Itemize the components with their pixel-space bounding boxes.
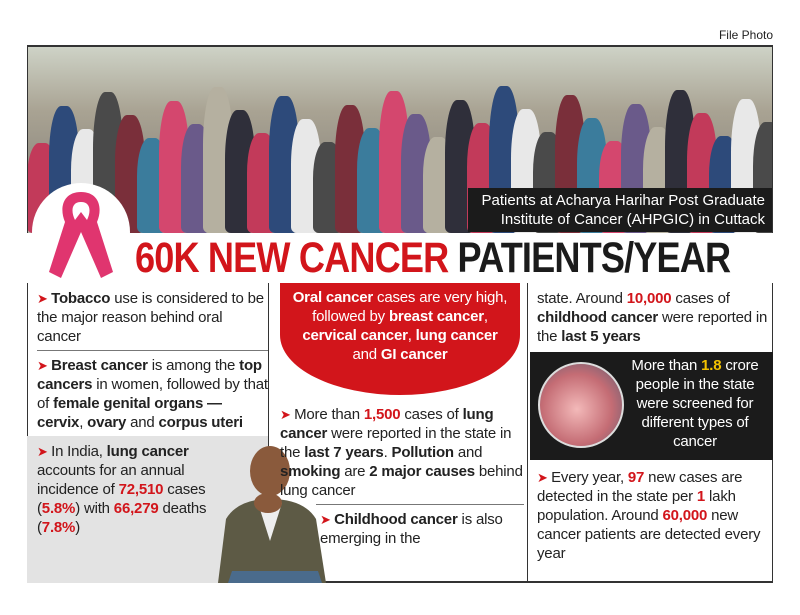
text-segment: Every year, xyxy=(551,469,628,486)
item-divider xyxy=(37,350,268,351)
column-divider xyxy=(527,283,528,583)
arrow-bullet-icon: ➤ xyxy=(37,291,52,306)
text-segment: new cases are detected in the state per xyxy=(537,469,743,505)
arrow-bullet-icon: ➤ xyxy=(280,407,295,422)
text-segment: 97 xyxy=(627,469,645,486)
text-segment: ) with xyxy=(75,500,114,517)
text-segment: , xyxy=(483,308,488,325)
text-segment: Childhood cancer xyxy=(334,511,458,528)
text-segment: in women, followed by that of xyxy=(37,376,268,412)
column-3: state. Around 10,000 cases of childhood … xyxy=(530,289,773,563)
column-divider xyxy=(268,283,269,583)
text-segment: accounts for an annual incidence of xyxy=(37,462,185,498)
text-segment: 1 xyxy=(696,488,706,505)
pink-ribbon-icon xyxy=(49,192,113,278)
photo-credit: File Photo xyxy=(718,28,773,42)
text-segment: state. Around xyxy=(537,290,627,307)
oral-cancer-callout: Oral cancer cases are very high, followe… xyxy=(280,283,520,395)
text-segment: 10,000 xyxy=(626,290,672,307)
column-2: Oral cancer cases are very high, followe… xyxy=(280,283,524,548)
text-segment: behind lung cancer xyxy=(280,463,523,499)
text-segment: crore people in the state were screened … xyxy=(635,357,759,450)
text-segment: breast cancer xyxy=(388,308,484,325)
text-segment: More than xyxy=(631,357,702,374)
text-segment: top cancers xyxy=(37,357,262,393)
headline-red: 60K NEW CANCER xyxy=(135,234,449,282)
lung-image xyxy=(538,362,624,448)
title-band xyxy=(27,233,773,283)
col2-item-0: ➤ More than 1,500 cases of lung cancer w… xyxy=(280,405,524,500)
text-segment: lung cancer xyxy=(280,406,494,442)
text-segment: deaths ( xyxy=(37,500,207,536)
arrow-bullet-icon: ➤ xyxy=(37,444,52,459)
col1-item-2: ➤ In India, lung cancer accounts for an … xyxy=(37,442,215,537)
text-segment: 7.8% xyxy=(41,519,76,536)
text-segment: In India, xyxy=(51,443,107,460)
text-segment: 66,279 xyxy=(113,500,159,517)
coughing-man-image xyxy=(218,446,326,583)
text-segment: is also emerging in the xyxy=(320,511,503,547)
text-segment: smoking xyxy=(280,463,341,480)
text-segment: and xyxy=(453,444,483,461)
text-segment: last 5 years xyxy=(561,328,641,345)
text-segment: lung cancer xyxy=(415,327,498,344)
text-segment: , xyxy=(79,414,88,431)
infographic-frame xyxy=(27,45,773,583)
text-segment: 5.8% xyxy=(41,500,76,517)
text-segment: 2 major causes xyxy=(369,463,475,480)
text-segment: . xyxy=(383,444,392,461)
text-segment: cases ( xyxy=(37,481,206,517)
text-segment: ) xyxy=(75,519,80,536)
text-segment: female genital organs — cervix xyxy=(37,395,222,431)
text-segment: Oral cancer xyxy=(292,289,374,306)
text-segment: lakh population. Around xyxy=(537,488,736,524)
text-segment: cervical cancer xyxy=(302,327,408,344)
arrow-bullet-icon: ➤ xyxy=(537,470,552,485)
text-segment: , xyxy=(407,327,416,344)
text-segment: cases are very high, followed by xyxy=(312,289,508,325)
text-segment: use is considered to be the major reason… xyxy=(37,290,264,345)
headline: 60K NEW CANCER PATIENTS/YEAR xyxy=(135,234,732,283)
photo-caption: Patients at Acharya Harihar Post Graduat… xyxy=(468,188,773,232)
text-segment: 60,000 xyxy=(662,507,708,524)
text-segment: new cancer patients are detected every y… xyxy=(537,507,761,562)
screening-text: More than 1.8 crore people in the state … xyxy=(620,356,770,451)
text-segment: childhood cancer xyxy=(537,309,658,326)
headline-black: PATIENTS/YEAR xyxy=(457,234,732,282)
col1-item-1: ➤ Breast cancer is among the top cancers… xyxy=(37,356,268,432)
text-segment: lung cancer xyxy=(106,443,189,460)
text-segment: cases of xyxy=(671,290,730,307)
text-segment: and xyxy=(126,414,159,431)
arrow-bullet-icon: ➤ xyxy=(37,358,52,373)
arrow-bullet-icon: ➤ xyxy=(320,512,335,527)
text-segment: and xyxy=(352,346,381,363)
text-segment: were reported in the state in the xyxy=(280,425,512,461)
text-segment: corpus uteri xyxy=(158,414,243,431)
text-segment: 1.8 xyxy=(701,357,722,374)
text-segment: cases of xyxy=(400,406,463,423)
col1-item-0: ➤ Tobacco use is considered to be the ma… xyxy=(37,289,268,346)
col3-item-0: state. Around 10,000 cases of childhood … xyxy=(537,289,773,346)
text-segment: are xyxy=(340,463,370,480)
col2-item-1: ➤ Childhood cancer is also emerging in t… xyxy=(320,510,524,548)
col3-item-1: ➤ Every year, 97 new cases are detected … xyxy=(537,468,773,563)
text-segment: ovary xyxy=(87,414,127,431)
text-segment: 72,510 xyxy=(118,481,164,498)
text-segment: Breast cancer xyxy=(51,357,148,374)
item-divider xyxy=(316,504,524,505)
text-segment: More than xyxy=(294,406,364,423)
text-segment: Tobacco xyxy=(51,290,111,307)
lung-stat-panel: ➤ In India, lung cancer accounts for an … xyxy=(27,436,326,583)
text-segment: were reported in the xyxy=(537,309,768,345)
text-segment: 1,500 xyxy=(363,406,401,423)
text-segment: last 7 years xyxy=(304,444,384,461)
text-segment: GI cancer xyxy=(380,346,448,363)
screening-callout: More than 1.8 crore people in the state … xyxy=(530,352,773,460)
text-segment: Pollution xyxy=(391,444,455,461)
column-1: ➤ Tobacco use is considered to be the ma… xyxy=(27,289,326,583)
text-segment: is among the xyxy=(147,357,240,374)
